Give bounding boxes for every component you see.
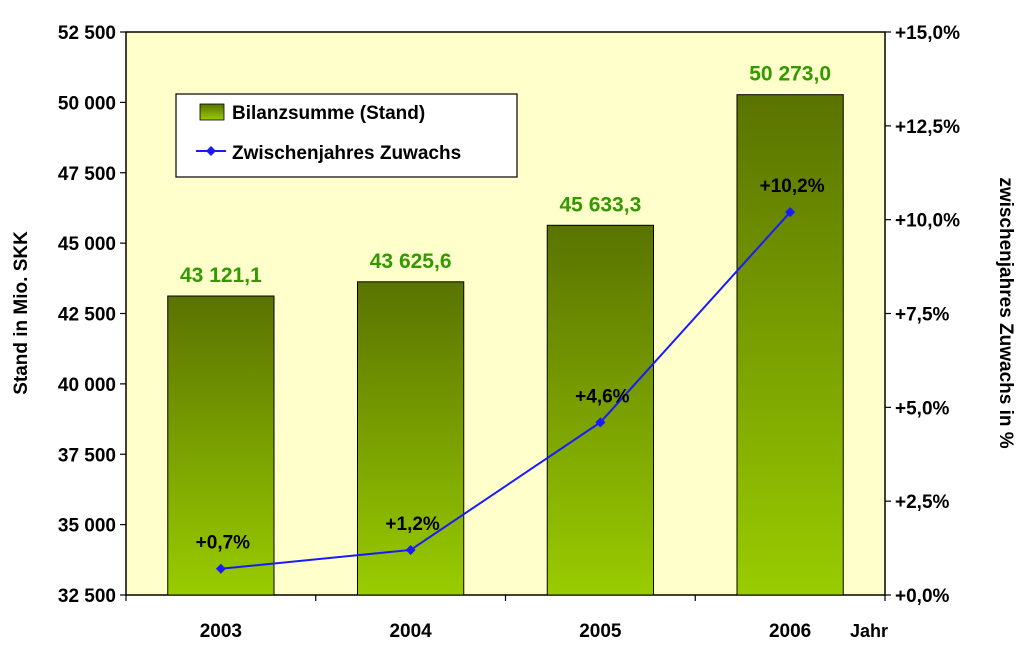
bar-value-label-2004: 43 625,6 [370, 250, 452, 273]
y2-tick-label: +12,5% [895, 117, 960, 138]
legend-box [175, 93, 518, 178]
y-tick-label: 42 500 [58, 305, 116, 326]
line-value-label-2006: +10,2% [760, 176, 825, 197]
bar-2004 [356, 281, 465, 596]
y-tick-label: 35 000 [58, 516, 116, 537]
y-tick-label: 52 500 [58, 23, 116, 44]
line-value-label-2003: +0,7% [196, 533, 251, 554]
y2-axis-title: zwischenjahres Zuwachs in % [995, 177, 1016, 448]
y2-tick-label: +0,0% [895, 586, 950, 607]
y2-tick-label: +7,5% [895, 305, 950, 326]
bar-value-label-2006: 50 273,0 [749, 63, 831, 86]
legend-marker [206, 146, 216, 156]
line-point-2006 [785, 207, 796, 218]
x-tick-label-2005: 2005 [579, 621, 622, 642]
bar-value-label-2003: 43 121,1 [180, 264, 262, 287]
y-tick-label: 32 500 [58, 586, 116, 607]
y2-tick-label: +2,5% [895, 492, 950, 513]
y2-tick-label: +5,0% [895, 398, 950, 419]
legend-label-bilanzsumme: Bilanzsumme (Stand) [232, 103, 425, 124]
line-point-2003 [215, 563, 226, 574]
line-layer [215, 207, 796, 574]
line-point-2004 [405, 544, 416, 555]
right-axis: +0,0% +2,5% +5,0% +7,5% +10,0% +12,5% +15,0% [885, 23, 960, 607]
y-tick-label: 47 500 [58, 164, 116, 185]
y-axis-title: Stand in Mio. SKK [11, 231, 32, 395]
legend-bar-swatch [199, 103, 225, 121]
x-tick-label-2004: 2004 [389, 621, 432, 642]
bar-layer [167, 94, 844, 596]
line-value-label-2005: +4,6% [575, 386, 630, 407]
x-axis: 2003 2004 2005 2006 [125, 595, 886, 642]
bar-label-layer: 43 121,1 43 625,6 45 633,3 50 273,0 [180, 63, 831, 287]
x-axis-title: Jahr [850, 621, 888, 641]
line-zuwachs [220, 211, 791, 570]
y-tick-label: 40 000 [58, 375, 116, 396]
line-value-label-2004: +1,2% [385, 514, 440, 535]
y2-tick-label: +15,0% [895, 23, 960, 44]
x-tick-label-2003: 2003 [200, 621, 242, 642]
bar-2006 [736, 94, 844, 596]
y-tick-label: 37 500 [58, 445, 116, 466]
line-point-2005 [595, 417, 606, 428]
bar-2005 [546, 224, 655, 596]
left-axis: 32 500 35 000 37 500 40 000 42 500 45 000 47 5… [58, 23, 126, 607]
bar-2003 [167, 295, 275, 596]
x-tick-label-2006: 2006 [769, 621, 811, 642]
legend: Bilanzsumme (Stand) Zwischenjahres Zuwac… [175, 93, 518, 178]
line-label-layer: +0,7% +1,2% +4,6% +10,2% [196, 176, 825, 554]
y-tick-label: 45 000 [58, 234, 116, 255]
y-tick-label: 50 000 [58, 93, 116, 114]
y2-tick-label: +10,0% [895, 211, 960, 232]
legend-label-zuwachs: Zwischenjahres Zuwachs [232, 143, 461, 164]
bar-value-label-2005: 45 633,3 [560, 193, 642, 216]
